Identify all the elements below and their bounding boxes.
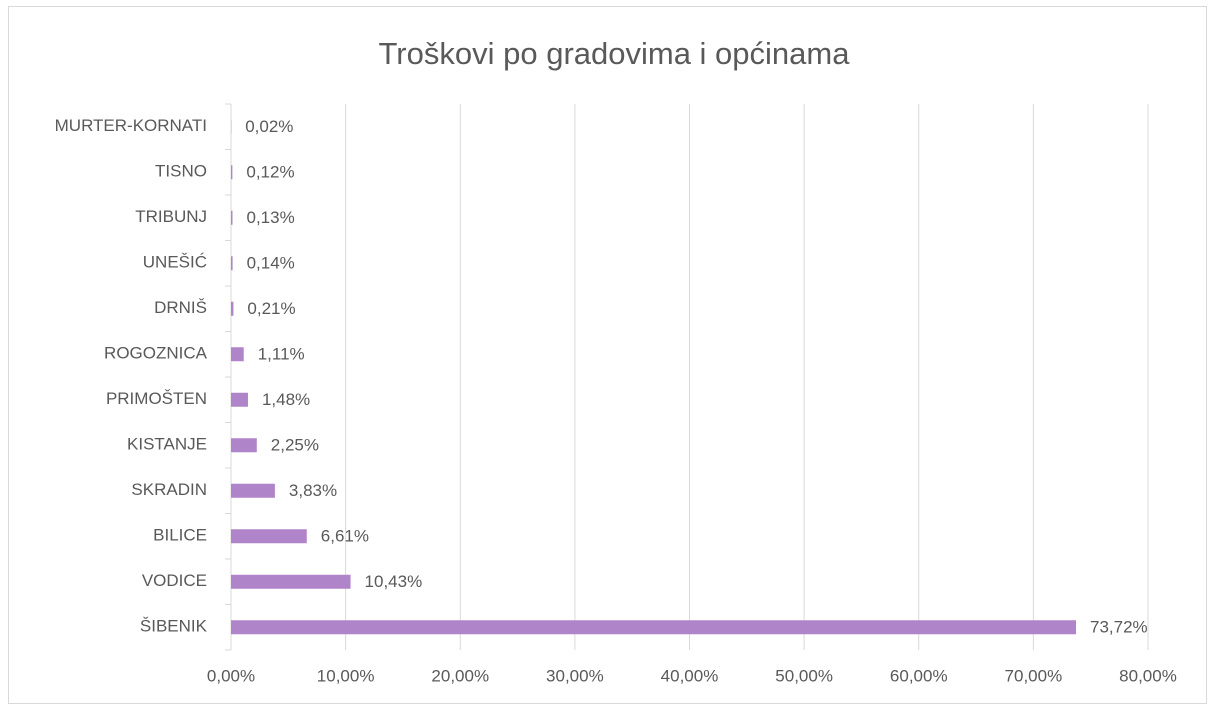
data-label: 10,43% [365, 572, 423, 591]
x-tick-label: 30,00% [546, 666, 604, 685]
y-tick-label: VODICE [142, 571, 207, 590]
bar [231, 347, 244, 362]
chart-title: Troškovi po gradovima i općinama [379, 36, 851, 71]
y-tick-label: TISNO [155, 162, 207, 181]
x-tick-label: 40,00% [661, 666, 719, 685]
y-tick-label: ROGOZNICA [104, 344, 208, 363]
data-label: 0,21% [247, 299, 295, 318]
y-tick-label: SKRADIN [131, 480, 207, 499]
bar [231, 165, 233, 180]
x-tick-label: 80,00% [1119, 666, 1177, 685]
x-tick-label: 20,00% [431, 666, 489, 685]
bar [231, 392, 248, 407]
bar [231, 210, 233, 225]
y-tick-label: DRNIŠ [154, 298, 207, 317]
data-label: 2,25% [271, 436, 319, 455]
data-label: 0,12% [246, 163, 294, 182]
data-label: 6,61% [321, 527, 369, 546]
data-label: 1,48% [262, 390, 310, 409]
x-tick-label: 50,00% [775, 666, 833, 685]
bar [231, 529, 307, 544]
x-tick-label: 60,00% [890, 666, 948, 685]
bar [231, 574, 351, 589]
chart-border [8, 6, 1207, 704]
data-label: 0,02% [245, 117, 293, 136]
y-tick-label: MURTER-KORNATI [55, 116, 207, 135]
x-tick-label: 10,00% [317, 666, 375, 685]
bar [231, 620, 1077, 635]
bar [231, 483, 275, 498]
y-tick-label: BILICE [153, 526, 207, 545]
data-label: 1,11% [258, 345, 305, 364]
y-tick-label: PRIMOŠTEN [106, 389, 207, 408]
data-label: 0,14% [247, 254, 295, 273]
x-tick-label: 0,00% [207, 666, 255, 685]
y-tick-label: UNEŠIĆ [143, 253, 207, 272]
bar [231, 438, 257, 453]
bar [231, 301, 234, 316]
y-tick-label: TRIBUNJ [135, 207, 207, 226]
data-label: 73,72% [1090, 618, 1148, 637]
bar [231, 256, 233, 271]
x-tick-label: 70,00% [1005, 666, 1063, 685]
y-tick-label: ŠIBENIK [140, 617, 208, 636]
y-tick-label: KISTANJE [127, 435, 207, 454]
data-label: 3,83% [289, 481, 337, 500]
data-label: 0,13% [246, 208, 294, 227]
